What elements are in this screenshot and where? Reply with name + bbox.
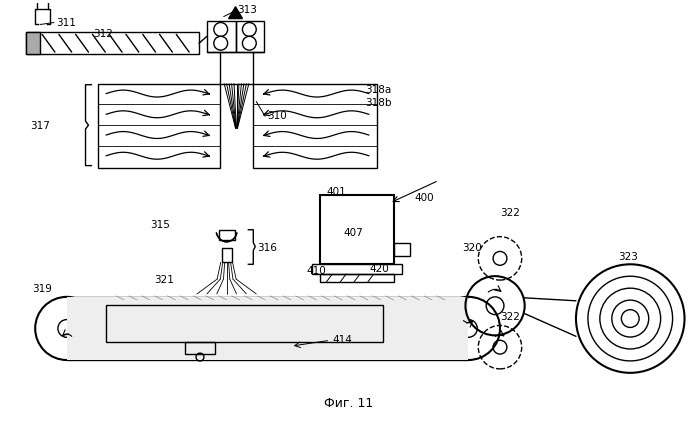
Text: 319: 319 — [32, 284, 52, 294]
Bar — [207, 21, 236, 52]
Text: 312: 312 — [94, 30, 113, 39]
Text: 414: 414 — [332, 335, 352, 345]
Bar — [67, 297, 468, 360]
Bar — [222, 248, 231, 262]
Text: 313: 313 — [238, 5, 257, 15]
Bar — [312, 264, 403, 274]
Text: 400: 400 — [414, 193, 434, 203]
Bar — [27, 32, 40, 54]
Bar — [185, 342, 215, 354]
Text: 401: 401 — [326, 187, 346, 197]
Text: 315: 315 — [150, 220, 171, 230]
Bar — [320, 195, 394, 264]
Bar — [236, 21, 264, 52]
Text: 320: 320 — [463, 243, 482, 252]
Text: 323: 323 — [619, 252, 638, 262]
Text: 410: 410 — [307, 266, 326, 276]
Bar — [219, 52, 253, 84]
Text: 318b: 318b — [365, 98, 391, 108]
Bar — [394, 243, 410, 257]
Text: 321: 321 — [154, 275, 175, 285]
Text: 318a: 318a — [365, 85, 391, 95]
Text: 407: 407 — [343, 228, 363, 238]
Text: Фиг. 11: Фиг. 11 — [324, 397, 374, 410]
Text: 310: 310 — [267, 111, 287, 121]
Text: 317: 317 — [30, 121, 50, 131]
Text: 420: 420 — [370, 264, 389, 274]
Bar — [219, 230, 235, 240]
Text: 322: 322 — [500, 208, 520, 218]
Text: 322: 322 — [500, 311, 520, 322]
Bar — [99, 84, 219, 168]
Polygon shape — [229, 7, 243, 19]
Bar — [27, 32, 199, 54]
Bar — [253, 84, 377, 168]
Text: 316: 316 — [257, 243, 277, 252]
Bar — [320, 274, 394, 282]
Text: 311: 311 — [56, 18, 75, 27]
Bar — [106, 305, 382, 342]
